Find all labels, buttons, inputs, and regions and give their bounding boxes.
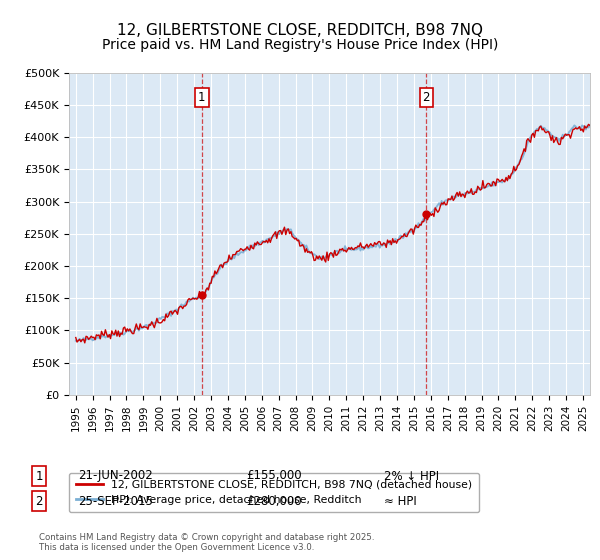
Text: 21-JUN-2002: 21-JUN-2002 <box>78 469 153 483</box>
Text: 2: 2 <box>35 494 43 508</box>
Text: 2: 2 <box>422 91 430 104</box>
Text: This data is licensed under the Open Government Licence v3.0.: This data is licensed under the Open Gov… <box>39 543 314 552</box>
Text: Contains HM Land Registry data © Crown copyright and database right 2025.: Contains HM Land Registry data © Crown c… <box>39 533 374 542</box>
Text: 1: 1 <box>35 469 43 483</box>
Text: 2% ↓ HPI: 2% ↓ HPI <box>384 469 439 483</box>
Text: Price paid vs. HM Land Registry's House Price Index (HPI): Price paid vs. HM Land Registry's House … <box>102 38 498 52</box>
Text: 1: 1 <box>198 91 206 104</box>
Text: £280,000: £280,000 <box>246 494 302 508</box>
Text: 12, GILBERTSTONE CLOSE, REDDITCH, B98 7NQ: 12, GILBERTSTONE CLOSE, REDDITCH, B98 7N… <box>117 24 483 38</box>
Text: £155,000: £155,000 <box>246 469 302 483</box>
Text: 25-SEP-2015: 25-SEP-2015 <box>78 494 153 508</box>
Legend: 12, GILBERTSTONE CLOSE, REDDITCH, B98 7NQ (detached house), HPI: Average price, : 12, GILBERTSTONE CLOSE, REDDITCH, B98 7N… <box>69 473 479 512</box>
Text: ≈ HPI: ≈ HPI <box>384 494 417 508</box>
